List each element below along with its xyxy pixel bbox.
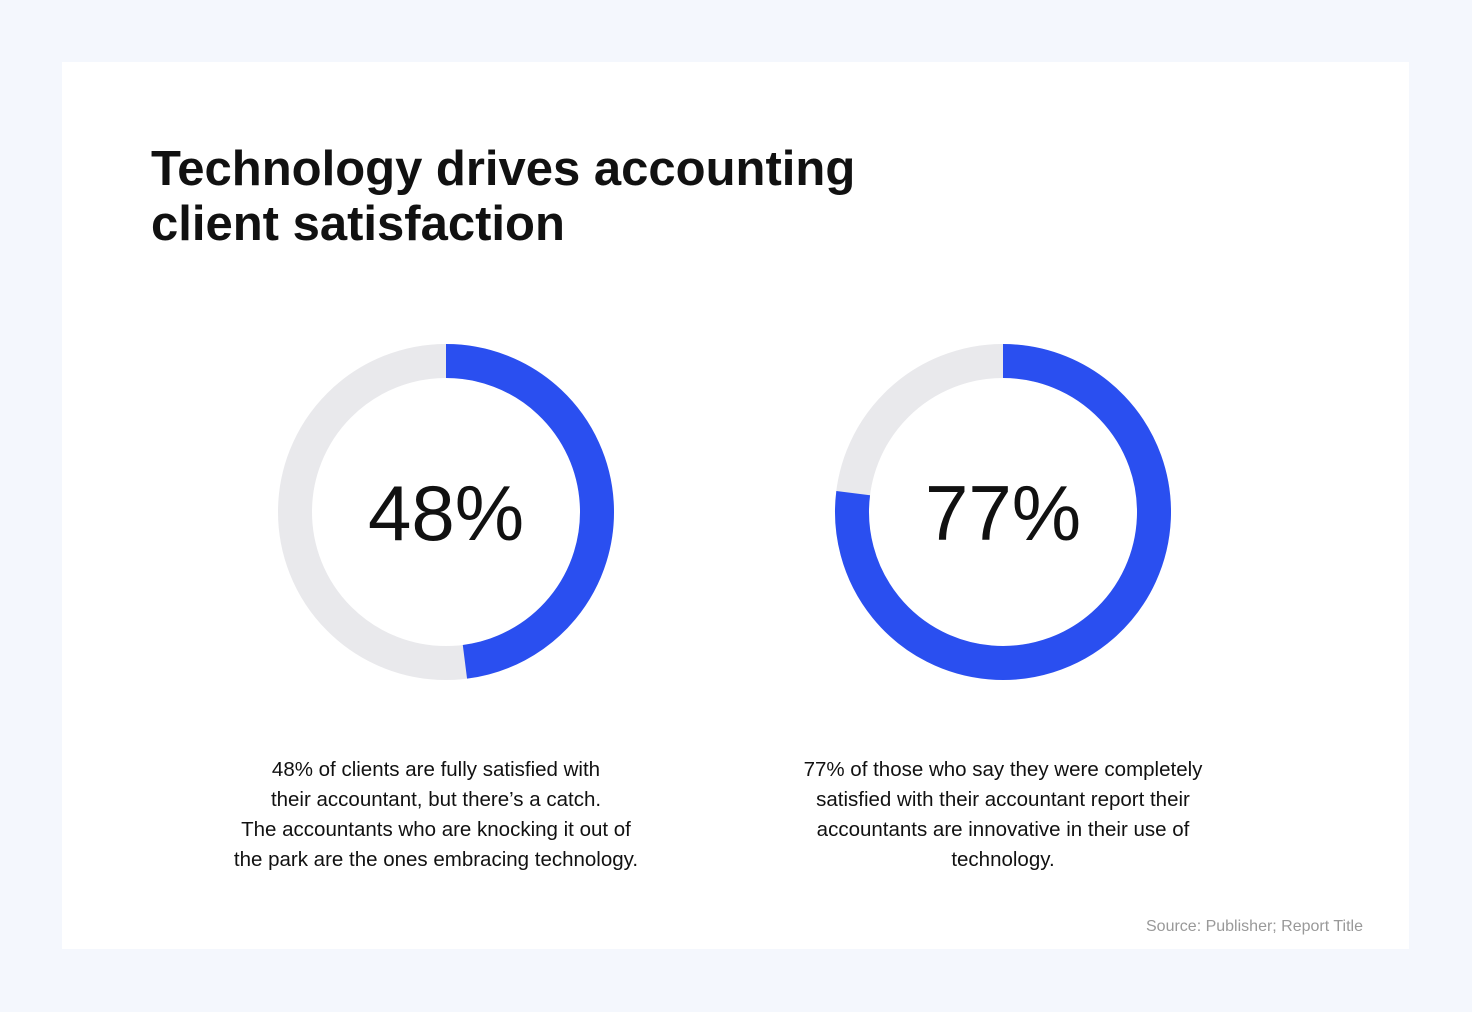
caption-line: 48% of clients are fully satisfied with xyxy=(272,758,600,781)
source: Source: Publisher; Report Title xyxy=(1146,918,1363,935)
caption-line: their accountant, but there’s a catch. xyxy=(271,788,601,811)
caption-line: The accountants who are knocking it out … xyxy=(241,818,631,841)
donut-arc xyxy=(445,344,614,679)
caption-line: accountants are innovative in their use … xyxy=(817,818,1190,841)
title-line: Technology drives accounting xyxy=(151,142,855,196)
title-line: client satisfaction xyxy=(151,197,565,251)
center-value: 48% xyxy=(368,469,524,557)
caption-line: 77% of those who say they were completel… xyxy=(804,758,1204,781)
caption-line: the park are the ones embracing technolo… xyxy=(234,848,638,871)
caption-line: technology. xyxy=(951,848,1054,871)
caption-line: satisfied with their accountant report t… xyxy=(816,788,1190,811)
donut-arc xyxy=(835,344,1171,680)
center-value: 77% xyxy=(925,469,1081,557)
